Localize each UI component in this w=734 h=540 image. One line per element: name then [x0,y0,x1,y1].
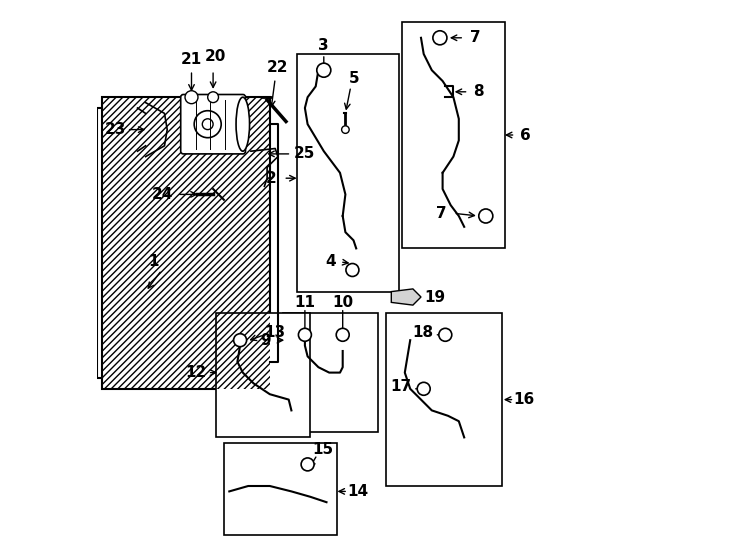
Circle shape [317,63,331,77]
Circle shape [417,382,430,395]
Text: 12: 12 [186,365,207,380]
Circle shape [433,31,447,45]
Bar [386,313,502,486]
Bar [402,22,505,248]
Text: 1: 1 [148,254,159,269]
Circle shape [346,264,359,276]
Text: 4: 4 [325,254,335,269]
Text: 7: 7 [470,30,480,45]
Text: 10: 10 [333,295,353,310]
Text: 21: 21 [181,52,202,67]
Text: 9: 9 [261,333,272,348]
Text: 7: 7 [436,206,447,221]
Text: 2: 2 [266,171,277,186]
Text: 6: 6 [520,127,531,143]
Bar [103,97,270,389]
Text: 25: 25 [294,146,316,161]
Text: 13: 13 [265,325,286,340]
Text: 5: 5 [349,71,360,86]
Text: 8: 8 [473,84,484,99]
Circle shape [208,92,219,103]
Text: 3: 3 [319,38,329,53]
Text: 14: 14 [348,484,369,499]
Text: 23: 23 [105,122,126,137]
Text: 22: 22 [267,60,288,75]
Text: 15: 15 [312,442,333,457]
Text: 24: 24 [152,187,173,202]
Bar [216,313,310,437]
Text: 17: 17 [390,379,411,394]
Circle shape [185,91,198,104]
Text: 16: 16 [513,392,534,407]
Circle shape [439,328,452,341]
Bar [103,97,270,389]
Text: 19: 19 [424,289,445,305]
Text: 20: 20 [205,49,227,64]
Circle shape [336,328,349,341]
Text: 11: 11 [294,295,316,310]
Text: 18: 18 [412,325,433,340]
Circle shape [299,328,311,341]
Bar [297,54,399,292]
Polygon shape [391,289,421,305]
Bar [224,443,338,535]
Circle shape [195,111,221,138]
Ellipse shape [236,97,250,151]
Circle shape [341,126,349,133]
Circle shape [479,209,493,223]
Bar [283,313,378,432]
Circle shape [301,458,314,471]
Circle shape [203,119,213,130]
FancyBboxPatch shape [181,94,245,154]
Circle shape [233,334,247,347]
